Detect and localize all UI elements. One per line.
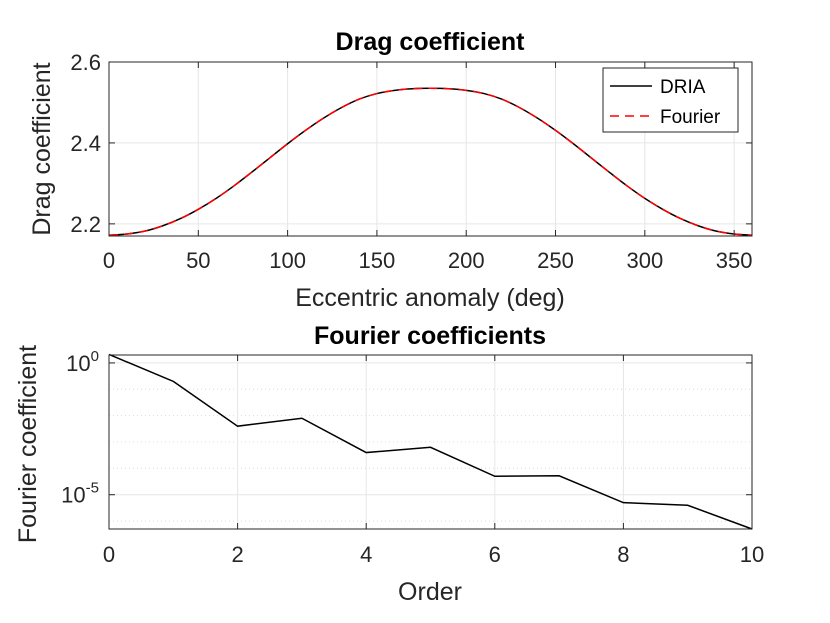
series-line-fourier bbox=[108, 87, 753, 236]
x-tick-label: 250 bbox=[537, 248, 574, 273]
x-tick-label: 300 bbox=[626, 248, 663, 273]
legend: DRIA Fourier bbox=[602, 67, 739, 133]
series-lines bbox=[108, 87, 753, 236]
x-tick-label: 50 bbox=[186, 248, 210, 273]
plot-area bbox=[109, 355, 752, 529]
x-axis-label: Order bbox=[398, 578, 462, 606]
grid bbox=[108, 355, 753, 529]
x-tick-label: 150 bbox=[359, 248, 396, 273]
y-tick-label: 2.2 bbox=[70, 212, 101, 237]
y-tick-label: 2.6 bbox=[70, 50, 101, 75]
chart-title: Fourier coefficients bbox=[314, 322, 546, 350]
ticks: 0 2 4 6 8 10 100 10-5 bbox=[61, 348, 764, 567]
axes-box bbox=[108, 61, 753, 237]
drag-coefficient-chart: 0 50 100 150 200 250 300 350 2.2 2.4 2.6 Drag coef… bbox=[28, 28, 753, 312]
x-tick-label: 100 bbox=[269, 248, 306, 273]
x-tick-label: 350 bbox=[716, 248, 753, 273]
chart-title: Drag coefficient bbox=[336, 28, 526, 56]
x-tick-label: 8 bbox=[617, 542, 629, 567]
y-tick-label: 2.4 bbox=[70, 131, 101, 156]
axes-box bbox=[108, 354, 753, 530]
legend-label-fourier: Fourier bbox=[660, 107, 721, 128]
x-tick-label: 0 bbox=[103, 542, 115, 567]
y-axis-label: Fourier coefficient bbox=[14, 345, 42, 543]
x-tick-label: 0 bbox=[103, 248, 115, 273]
x-tick-label: 2 bbox=[231, 542, 243, 567]
y-axis-label: Drag coefficient bbox=[28, 62, 56, 235]
x-axis-label: Eccentric anomaly (deg) bbox=[295, 284, 565, 312]
x-tick-label: 200 bbox=[448, 248, 485, 273]
ticks: 0 50 100 150 200 250 300 350 2.2 2.4 2.6 bbox=[70, 50, 752, 273]
x-tick-label: 10 bbox=[740, 542, 764, 567]
x-tick-label: 4 bbox=[360, 542, 372, 567]
fourier-coefficients-chart: 0 2 4 6 8 10 100 10-5 Fourier coefficients Orde… bbox=[14, 322, 764, 606]
series-line-coefficients bbox=[108, 353, 753, 530]
y-tick-label: 10-5 bbox=[61, 480, 99, 508]
legend-box bbox=[602, 67, 739, 133]
legend-label-dria: DRIA bbox=[660, 77, 706, 98]
x-tick-label: 6 bbox=[489, 542, 501, 567]
y-tick-label: 100 bbox=[66, 348, 99, 376]
series-lines bbox=[108, 353, 753, 530]
